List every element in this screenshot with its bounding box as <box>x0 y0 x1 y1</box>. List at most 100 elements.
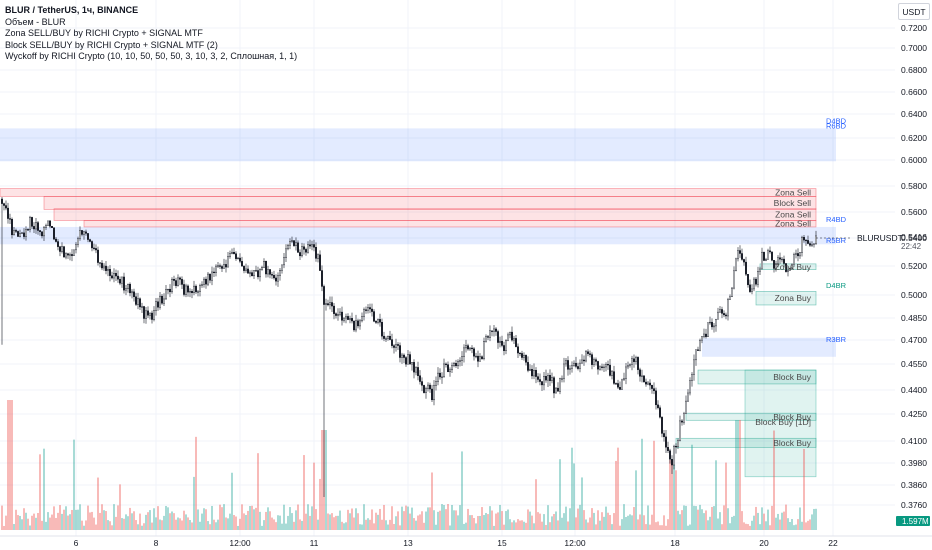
volume-bar <box>481 507 483 530</box>
candle-body <box>212 271 215 274</box>
volume-bar <box>201 513 203 530</box>
volume-bar <box>503 524 505 530</box>
volume-bar <box>573 463 575 530</box>
candle-body <box>202 278 205 285</box>
volume-bar <box>607 512 609 530</box>
volume-bar <box>449 525 451 530</box>
volume-bar <box>15 509 17 530</box>
volume-bar <box>815 508 817 530</box>
volume-bar <box>677 510 679 530</box>
candle-body <box>216 265 219 267</box>
volume-bar <box>715 460 717 530</box>
level-label: R6BD <box>826 121 847 130</box>
candle-body <box>299 252 302 257</box>
volume-bar <box>739 420 741 530</box>
candle-body <box>813 243 816 245</box>
volume-bar <box>211 505 213 530</box>
volume-bar <box>47 512 49 530</box>
candle-body <box>94 248 97 251</box>
candle-body <box>80 230 83 235</box>
volume-bar <box>663 515 665 530</box>
zone-label: Block Sell <box>774 198 811 208</box>
volume-bar <box>763 513 765 530</box>
candle-body <box>152 310 155 320</box>
volume-bar <box>173 513 175 530</box>
volume-bar <box>697 509 699 530</box>
volume-bar <box>749 525 751 530</box>
volume-bar <box>53 506 55 530</box>
zone-rect <box>43 196 817 210</box>
volume-bar <box>769 525 771 530</box>
volume-bar <box>437 511 439 530</box>
volume-bar <box>633 507 635 530</box>
volume-bar <box>63 509 65 530</box>
volume-bar <box>245 514 247 530</box>
volume-bar <box>723 505 725 530</box>
volume-bar <box>151 522 153 530</box>
volume-bar <box>717 518 719 530</box>
candle-body <box>757 271 760 285</box>
volume-bar <box>251 505 253 530</box>
volume-bar <box>273 519 275 530</box>
candle-body <box>385 338 388 340</box>
currency-button[interactable]: USDT <box>898 3 930 20</box>
volume-bar <box>125 514 127 530</box>
volume-bar <box>489 506 491 530</box>
volume-bar <box>407 506 409 530</box>
volume-bar <box>811 514 813 530</box>
candle-body <box>234 253 237 259</box>
zone-label: Block Buy [1D] <box>755 417 811 427</box>
volume-bar <box>397 511 399 530</box>
volume-bar <box>23 508 25 530</box>
candle-body <box>473 348 476 357</box>
candle-body <box>88 239 91 242</box>
candle-body <box>275 277 278 282</box>
volume-bar <box>111 525 113 530</box>
legend-volume[interactable]: Объем - BLUR <box>5 16 66 27</box>
volume-bar <box>239 518 241 530</box>
candle-body <box>61 246 64 252</box>
zone-rect <box>685 412 817 421</box>
volume-bar <box>689 524 691 530</box>
volume-bar <box>743 522 745 530</box>
volume-bar <box>609 515 611 530</box>
legend-title[interactable]: BLUR / TetherUS, 1ч, BINANCE <box>5 5 139 15</box>
candle-body <box>112 273 115 279</box>
candle-body <box>252 270 255 277</box>
candle-body <box>321 270 324 287</box>
volume-bar <box>451 504 453 530</box>
volume-bar <box>615 460 617 530</box>
candle-body <box>465 345 468 349</box>
volume-bar <box>113 504 115 530</box>
y-tick-label: 0.3980 <box>901 458 927 468</box>
candle-body <box>184 285 187 295</box>
candle-body <box>439 372 442 378</box>
volume-bar <box>507 509 509 530</box>
volume-bar <box>773 430 775 530</box>
candle-body <box>751 288 754 292</box>
candle-body <box>665 436 668 448</box>
candle-body <box>313 244 316 248</box>
candle-body <box>210 271 213 281</box>
volume-bar <box>81 520 83 530</box>
candle-body <box>723 313 726 316</box>
volume-bar <box>557 520 559 530</box>
candle-body <box>429 384 432 390</box>
candle-body <box>132 291 135 297</box>
legend-wyckoff-indicator[interactable]: Wyckoff by RICHI Crypto (10, 10, 50, 50,… <box>5 51 298 61</box>
candle-body <box>84 231 87 234</box>
volume-bar <box>575 517 577 530</box>
level-band <box>0 128 836 162</box>
candle-body <box>483 341 486 359</box>
legend-block-indicator[interactable]: Block SELL/BUY by RICHI Crypto + SIGNAL … <box>5 39 218 50</box>
volume-bar <box>751 520 753 530</box>
volume-bar <box>579 504 581 530</box>
volume-bar <box>705 510 707 530</box>
y-tick-label: 0.4250 <box>901 409 927 419</box>
candle-body <box>98 262 101 264</box>
volume-bar <box>231 472 233 530</box>
volume-bar <box>25 512 27 530</box>
legend-zona-indicator[interactable]: Zona SELL/BUY by RICHI Crypto + SIGNAL M… <box>5 28 203 38</box>
candle-body <box>791 263 794 269</box>
